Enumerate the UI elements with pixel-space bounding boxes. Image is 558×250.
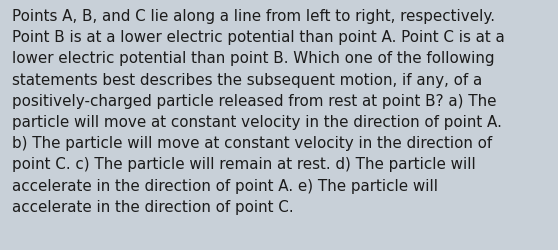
Text: Points A, B, and C lie along a line from left to right, respectively.
Point B is: Points A, B, and C lie along a line from… (12, 9, 505, 214)
